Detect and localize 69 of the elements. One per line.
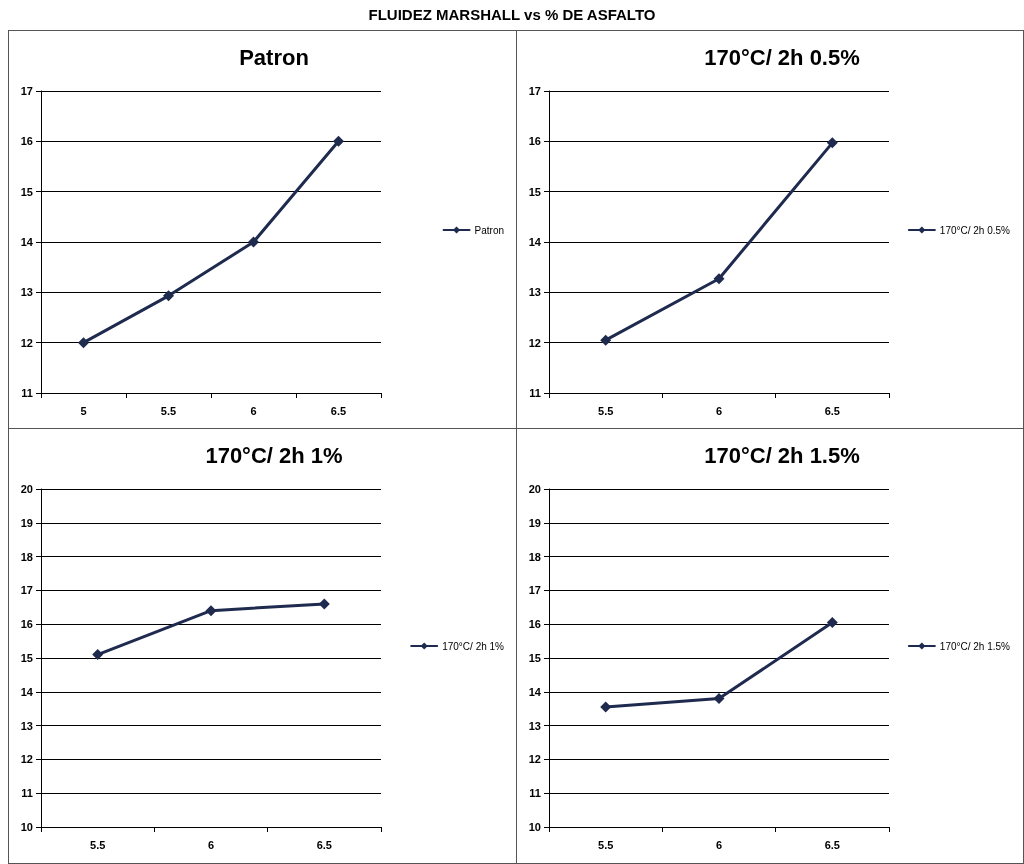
x-tick-label: 6.5 (824, 404, 840, 417)
y-tick-label: 16 (528, 618, 541, 631)
y-tick-label: 17 (20, 85, 33, 97)
x-tick-label: 6 (715, 838, 723, 851)
x-tick-label: 6 (715, 404, 723, 417)
point (92, 649, 104, 661)
y-tick-label: 13 (20, 719, 33, 732)
point (333, 135, 344, 147)
point (713, 273, 725, 285)
y-tick-label: 20 (528, 483, 541, 495)
y-tick-label: 12 (528, 336, 541, 349)
y-tick-label: 14 (528, 685, 542, 698)
y-tick-label: 13 (20, 286, 33, 299)
y-tick-label: 15 (528, 652, 541, 664)
y-tick-label: 12 (528, 753, 541, 766)
y-tick-label: 15 (20, 185, 33, 198)
x-tick-label: 5.5 (90, 838, 106, 851)
y-tick-label: 14 (20, 236, 34, 248)
point (163, 290, 174, 302)
chart-title: 170°C/ 2h 1% (205, 442, 343, 468)
x-tick-label: 6.5 (316, 838, 332, 851)
chart-title: 170°C/ 2h 1.5% (704, 442, 860, 468)
y-tick-label: 18 (528, 550, 541, 563)
y-tick-label: 10 (20, 821, 33, 833)
x-tick-label: 5 (80, 404, 87, 417)
x-tick-label: 5.5 (160, 404, 177, 417)
text: FLUIDEZ MARSHALL vs % DE ASFALTO (367, 5, 657, 25)
point (600, 334, 612, 346)
y-tick-label: 13 (528, 286, 541, 299)
chart-title: 170°C/ 2h 0.5% (704, 44, 860, 70)
point (826, 617, 838, 629)
x-tick-label: 6 (207, 838, 215, 851)
legend-label: 170°C/ 2h 0.5% (939, 224, 1011, 236)
y-tick-label: 12 (20, 753, 33, 766)
point (205, 605, 217, 617)
y-tick-label: 11 (21, 387, 33, 399)
y-tick-label: 10 (528, 821, 541, 833)
point (248, 236, 259, 248)
x-tick-label: 5.5 (598, 838, 614, 851)
x-tick-label: 5.5 (598, 404, 614, 417)
x-tick-label: 6.5 (824, 838, 840, 851)
y-tick-label: 16 (20, 618, 33, 631)
legend-label: 170°C/ 2h 1.5% (939, 640, 1011, 652)
point (713, 693, 725, 705)
y-tick-label: 11 (21, 787, 33, 800)
legend-label: Patron (474, 224, 505, 236)
x-tick-label: 6.5 (330, 404, 347, 417)
y-tick-label: 14 (20, 685, 34, 698)
chart-title: Patron (239, 44, 309, 70)
y-tick-label: 11 (529, 387, 541, 399)
y-tick-label: 11 (529, 787, 541, 800)
y-tick-label: 17 (20, 584, 33, 597)
y-tick-label: 20 (20, 483, 33, 495)
legend-label: 170°C/ 2h 1% (442, 640, 505, 652)
y-tick-label: 12 (20, 336, 33, 349)
x-tick-label: 6 (250, 404, 257, 417)
y-tick-label: 17 (528, 584, 541, 597)
y-tick-label: 14 (528, 236, 542, 248)
y-tick-label: 15 (20, 652, 33, 664)
y-tick-label: 18 (20, 550, 33, 563)
y-tick-label: 13 (528, 719, 541, 732)
y-tick-label: 19 (20, 516, 33, 529)
y-tick-label: 19 (528, 516, 541, 529)
point (78, 337, 89, 349)
y-tick-label: 16 (528, 135, 541, 148)
point (826, 137, 838, 149)
y-tick-label: 16 (20, 135, 33, 148)
y-tick-label: 15 (528, 185, 541, 198)
y-tick-label: 17 (528, 85, 541, 97)
